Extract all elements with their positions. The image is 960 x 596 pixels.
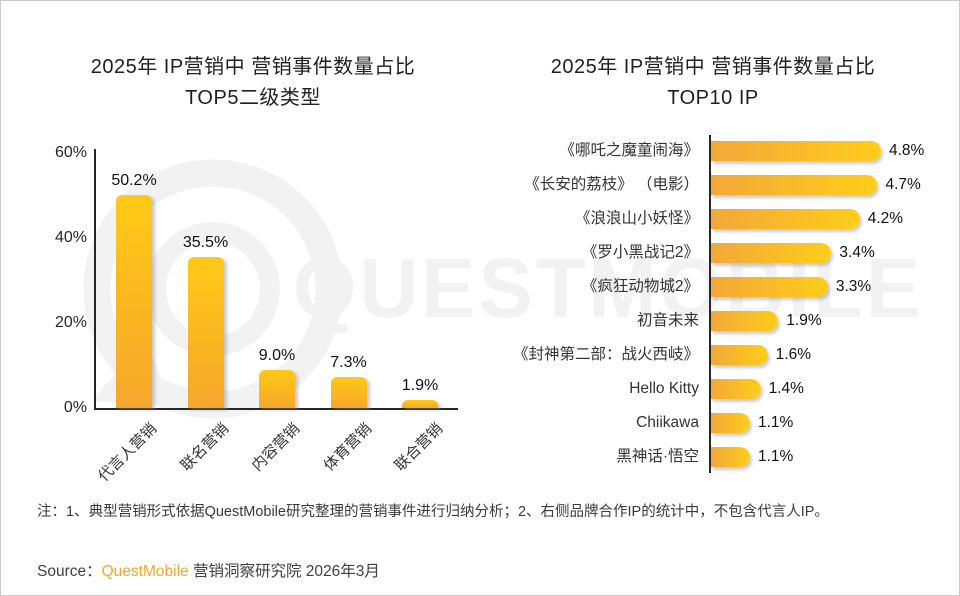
footnote: 注：1、典型营销形式依据QuestMobile研究整理的营销事件进行归纳分析；2… bbox=[37, 504, 829, 520]
ip-category-label: 《封神第二部：战火西岐》 bbox=[512, 346, 699, 363]
left-chart-title-line2: TOP5二级类型 bbox=[185, 87, 321, 109]
left-chart-x-axis-line bbox=[94, 408, 458, 410]
bar-value-label: 3.3% bbox=[835, 278, 872, 295]
y-axis-tick-label: 60% bbox=[54, 144, 87, 161]
left-chart-title: 2025年 IP营销中 营销事件数量占比 TOP5二级类型 bbox=[41, 52, 465, 114]
bar-value-label: 1.4% bbox=[768, 380, 804, 397]
bar-value-label: 1.1% bbox=[757, 448, 794, 465]
ip-category-label: Chiikawa bbox=[636, 414, 699, 431]
ip-category-label: 黑神话·悟空 bbox=[616, 448, 699, 465]
bar-value-label: 4.7% bbox=[885, 176, 921, 193]
ip-category-label: 《哪吒之魔童闹海》 bbox=[559, 142, 699, 159]
bar bbox=[711, 243, 832, 263]
bar bbox=[402, 399, 438, 408]
bar-value-label: 3.4% bbox=[839, 244, 875, 261]
bar bbox=[711, 311, 779, 331]
bar bbox=[711, 277, 828, 297]
right-chart-title-line1: 2025年 IP营销中 营销事件数量占比 bbox=[550, 56, 876, 78]
bar bbox=[116, 194, 152, 408]
left-chart-plot-area: 60% 40% 20% 0% 50.2% 代言人营销 35.5% 联名营销 9.0% 内容营销 7.… bbox=[1, 1, 481, 501]
right-chart-title-line2: TOP10 IP bbox=[667, 87, 759, 109]
ip-category-label: 《浪浪山小妖怪》 bbox=[574, 210, 699, 227]
left-chart-title-line1: 2025年 IP营销中 营销事件数量占比 bbox=[90, 56, 416, 78]
bar-value-label: 35.5% bbox=[182, 234, 229, 252]
ip-category-label: 《长安的荔枝》 （电影） bbox=[524, 176, 699, 193]
right-chart-plot-area: 《哪吒之魔童闹海》 4.8% 《长安的荔枝》 （电影） 4.7% 《浪浪山小妖怪》 4.2… bbox=[1, 1, 959, 501]
bar-value-label: 1.6% bbox=[775, 346, 811, 363]
right-chart-y-axis-line bbox=[709, 135, 711, 473]
bar-value-label: 1.9% bbox=[786, 312, 822, 329]
bar bbox=[187, 257, 224, 408]
source-line: Source：QuestMobile 营销洞察研究院 2026年3月 bbox=[37, 559, 380, 581]
y-axis-tick-label: 20% bbox=[54, 314, 87, 331]
right-chart-title: 2025年 IP营销中 营销事件数量占比 TOP10 IP bbox=[501, 52, 925, 114]
bar bbox=[711, 413, 750, 433]
left-chart-top5-types: 2025年 IP营销中 营销事件数量占比 TOP5二级类型 60% 40% 20% 0… bbox=[1, 1, 481, 501]
ip-category-label: 《罗小黑战记2》 bbox=[581, 244, 699, 261]
bar-value-label: 4.2% bbox=[867, 210, 904, 227]
bar bbox=[711, 209, 860, 229]
bar-value-label: 1.9% bbox=[401, 376, 439, 394]
bar-value-label: 7.3% bbox=[330, 353, 367, 371]
ip-category-label: 《疯狂动物城2》 bbox=[581, 278, 699, 295]
bar bbox=[259, 369, 295, 408]
ip-category-label: 初音未来 bbox=[636, 312, 699, 329]
left-chart-y-axis-line bbox=[94, 149, 96, 410]
right-chart-top10-ip: 2025年 IP营销中 营销事件数量占比 TOP10 IP bbox=[481, 1, 959, 501]
bar bbox=[330, 376, 367, 408]
source-suffix: 营销洞察研究院 2026年3月 bbox=[188, 563, 380, 580]
ip-category-label: Hello Kitty bbox=[629, 380, 699, 397]
bar-value-label: 50.2% bbox=[111, 171, 157, 189]
bar-value-label: 1.1% bbox=[757, 414, 794, 431]
bar bbox=[711, 345, 768, 365]
y-axis-tick-label: 0% bbox=[63, 399, 87, 416]
bar-value-label: 4.8% bbox=[889, 142, 925, 159]
bar bbox=[711, 175, 878, 195]
bar bbox=[711, 141, 881, 161]
bar bbox=[711, 379, 761, 399]
bar bbox=[711, 447, 750, 467]
y-axis-tick-label: 40% bbox=[54, 229, 87, 246]
source-brand: QuestMobile bbox=[101, 563, 189, 580]
bar-value-label: 9.0% bbox=[258, 346, 296, 364]
source-prefix: Source： bbox=[37, 563, 102, 580]
